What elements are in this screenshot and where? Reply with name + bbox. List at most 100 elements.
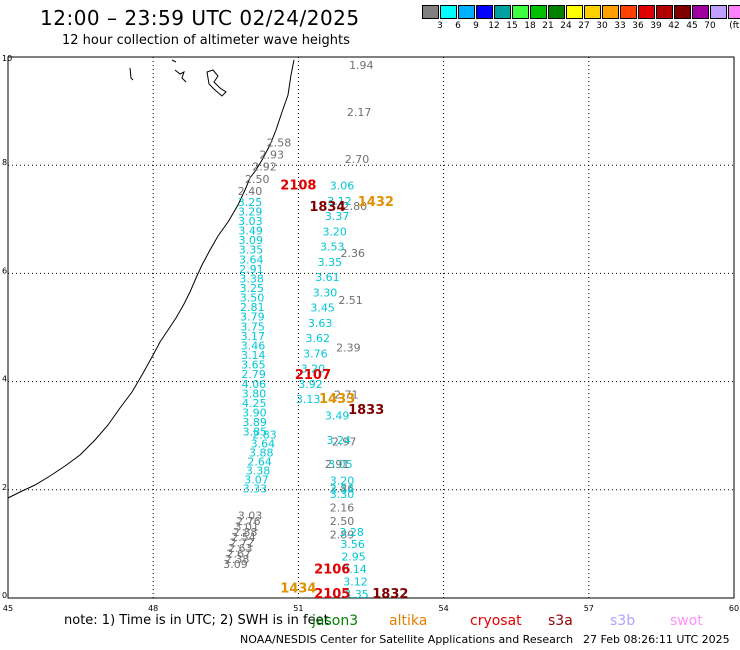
wave-height-value: 3.35: [318, 256, 343, 269]
wave-height-value: 2.80: [343, 200, 368, 213]
legend-label: 39: [650, 21, 662, 31]
wave-height-value: 3.29: [238, 205, 263, 218]
wave-height-value: 2.64: [247, 455, 272, 468]
island-2: [171, 59, 187, 83]
wave-height-value: 2.79: [241, 368, 266, 381]
legend-label: 9: [473, 21, 479, 31]
legend-swatch-5: [512, 5, 529, 19]
pass-time-label: 2106: [314, 563, 350, 578]
y-tick-label: 10: [2, 54, 12, 63]
wave-height-value: 3.49: [238, 225, 263, 238]
axis-tick-labels: 45 48 51 54 57 60 0 2 4 6 8 10: [2, 54, 739, 613]
island-3: [206, 69, 227, 97]
y-tick-label: 6: [2, 266, 7, 275]
legend-swatch-4: [494, 5, 511, 19]
wave-height-value: 2.76: [236, 515, 261, 528]
wave-height-value: 3.50: [240, 292, 265, 305]
wave-height-value: 3.20: [301, 363, 326, 376]
wave-height-value: 3.25: [238, 196, 263, 209]
wave-height-value: 2.38: [225, 553, 250, 566]
page-subtitle: 12 hour collection of altimeter wave hei…: [62, 33, 350, 48]
wave-height-value: 3.30: [330, 488, 355, 501]
wave-height-value: 3.45: [310, 302, 335, 315]
wave-height-value: 3.37: [325, 210, 350, 223]
x-tick-label: 60: [729, 604, 739, 613]
satellite-s3a: s3a: [548, 613, 573, 629]
wave-height-value: 2.54: [231, 531, 256, 544]
page-title: 12:00 – 23:59 UTC 02/24/2025: [40, 6, 360, 30]
wave-height-value: 3.20: [322, 225, 347, 238]
legend-swatch-7: [548, 5, 565, 19]
wave-height-value: 2.39: [336, 341, 361, 354]
wave-height-value: 3.01: [235, 520, 260, 533]
coastline: [7, 59, 295, 499]
x-tick-label: 54: [439, 604, 449, 613]
legend-swatch-9: [584, 5, 601, 19]
pass-time-label: 1432: [358, 195, 394, 210]
wave-height-value: 3.06: [330, 180, 355, 193]
wave-height-value: 2.70: [345, 153, 370, 166]
gridlines: [8, 57, 734, 598]
wave-height-value: 3.20: [330, 474, 355, 487]
wave-height-value: 2.93: [260, 148, 285, 161]
wave-height-value: 2.51: [338, 294, 363, 307]
wave-height-value: 3.38: [239, 272, 264, 285]
x-tick-label: 51: [293, 604, 303, 613]
y-tick-label: 8: [2, 158, 7, 167]
wave-height-value: 2.72: [230, 537, 255, 550]
pass-time-label: 2107: [295, 368, 331, 383]
legend-label: 21: [542, 21, 554, 31]
footer-credit: NOAA/NESDIS Center for Satellite Applica…: [240, 633, 574, 646]
wave-height-value: 3.14: [241, 349, 266, 362]
wave-height-value: 3.33: [243, 483, 268, 496]
pass-time-label: 1833: [348, 403, 384, 418]
wave-height-value: 3.07: [244, 473, 269, 486]
legend-swatch-8: [566, 5, 583, 19]
wave-height-value: 3.09: [223, 558, 248, 571]
y-tick-label: 4: [2, 375, 7, 384]
wave-height-value: 2.88: [233, 526, 258, 539]
wave-height-value: 3.62: [306, 332, 331, 345]
legend-label: 24: [560, 21, 572, 31]
wave-height-value: 2.50: [245, 173, 270, 186]
legend-swatch-17: [728, 5, 740, 19]
wave-height-value: 3.65: [241, 359, 266, 372]
wave-height-value: 3.75: [240, 320, 265, 333]
satellite-s3b: s3b: [610, 613, 636, 629]
wave-height-value: 3.05: [328, 458, 353, 471]
x-tick-label: 48: [148, 604, 158, 613]
wave-height-value: 2.89: [330, 528, 355, 541]
legend-swatch-14: [674, 5, 691, 19]
legend-label: 45: [686, 21, 698, 31]
satellite-jason3: jason3: [312, 613, 359, 629]
wave-height-value: 3.64: [239, 253, 264, 266]
footer-timestamp: 27 Feb 08:26:11 UTC 2025: [583, 633, 730, 646]
wave-height-value: 3.14: [330, 483, 355, 496]
pass-time-label: 2108: [280, 179, 316, 194]
wave-height-value: 3.13: [296, 393, 321, 406]
satellite-altika: altika: [389, 613, 428, 629]
wave-height-value: 3.90: [242, 407, 267, 420]
wave-height-value: 3.09: [239, 234, 264, 247]
wave-height-value: 2.92: [252, 161, 277, 174]
wave-height-value: 3.14: [342, 563, 367, 576]
legend-swatch-2: [458, 5, 475, 19]
island-1: [129, 67, 134, 81]
wave-height-value: 2.17: [347, 106, 372, 119]
wave-height-value: 3.53: [320, 241, 345, 254]
x-tick-label: 57: [584, 604, 594, 613]
legend-label: 36: [632, 21, 644, 31]
wave-height-value: 2.86: [330, 483, 355, 496]
satellite-swot: swot: [670, 613, 703, 629]
legend-swatch-1: [440, 5, 457, 19]
wave-height-value: 3.49: [325, 409, 350, 422]
legend-swatch-16: [710, 5, 727, 19]
wave-height-value: 3.79: [240, 311, 265, 324]
wave-height-value: 3.17: [241, 330, 266, 343]
wave-height-value: 3.88: [249, 446, 274, 459]
legend-swatch-3: [476, 5, 493, 19]
wave-height-value: 2.97: [332, 435, 357, 448]
wave-height-value: 3.38: [246, 464, 271, 477]
